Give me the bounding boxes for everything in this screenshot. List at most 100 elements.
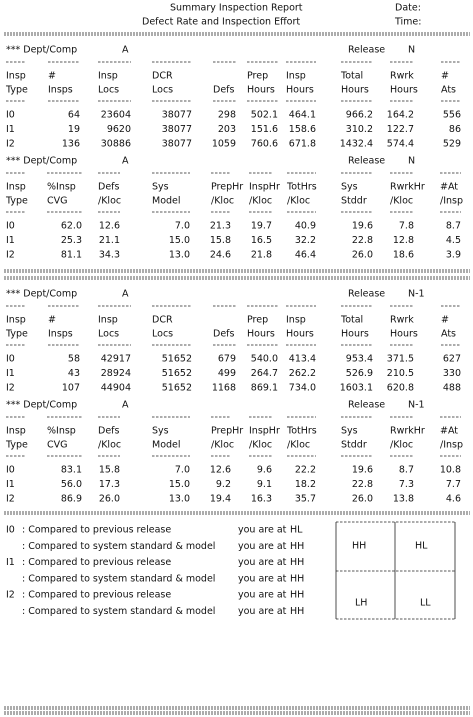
summary-status-label: you are at bbox=[238, 606, 287, 617]
column-header: Stddr bbox=[341, 440, 367, 451]
cell: 44904 bbox=[101, 383, 131, 394]
column-header: Prep bbox=[247, 315, 268, 326]
dept-label: *** Dept/Comp bbox=[6, 156, 77, 167]
column-header: /Kloc bbox=[287, 440, 310, 451]
summary-type: I2 bbox=[6, 590, 15, 601]
cell: 18.6 bbox=[393, 250, 414, 261]
summary-status: HH bbox=[290, 541, 304, 552]
cell: 122.7 bbox=[387, 124, 414, 135]
cell: 42917 bbox=[101, 354, 131, 365]
cell: 15.0 bbox=[169, 235, 190, 246]
column-header: Hours bbox=[390, 85, 418, 96]
column-header: # bbox=[441, 315, 449, 326]
cell: 136 bbox=[62, 139, 80, 150]
cell: 17.3 bbox=[99, 479, 120, 490]
cell: 7.0 bbox=[175, 465, 190, 476]
column-header: Defs bbox=[213, 85, 235, 96]
column-header: Hours bbox=[341, 85, 369, 96]
column-header: Sys bbox=[152, 182, 169, 193]
cell: 310.2 bbox=[346, 124, 373, 135]
dept-value: A bbox=[122, 156, 129, 167]
column-header: Type bbox=[5, 440, 28, 451]
column-header: Rwrk bbox=[390, 315, 414, 326]
cell: 9.2 bbox=[216, 479, 231, 490]
cell: 26.0 bbox=[99, 494, 120, 505]
column-header: /Kloc bbox=[249, 196, 272, 207]
cell: 19.4 bbox=[210, 494, 231, 505]
column-header: Insp bbox=[98, 71, 118, 82]
cell: 18.2 bbox=[295, 479, 316, 490]
quadrant-box bbox=[335, 521, 456, 620]
cell: 1059 bbox=[212, 139, 236, 150]
cell: 21.3 bbox=[210, 221, 231, 232]
column-header: Insp bbox=[98, 315, 118, 326]
summary-status-label: you are at bbox=[238, 557, 287, 568]
quadrant-label: HH bbox=[352, 541, 366, 552]
cell: 151.6 bbox=[251, 124, 278, 135]
quadrant-label: LL bbox=[420, 598, 431, 609]
cell: 38077 bbox=[162, 139, 192, 150]
summary-text: : Compared to system standard & model bbox=[22, 606, 215, 617]
row-type: I2 bbox=[6, 383, 15, 394]
time-label: Time: bbox=[394, 17, 421, 28]
column-header: Total bbox=[340, 315, 363, 326]
summary-status: HL bbox=[290, 525, 303, 536]
column-header: /Insp bbox=[440, 440, 463, 451]
cell: 21.1 bbox=[99, 235, 120, 246]
cell: 10.8 bbox=[440, 465, 461, 476]
cell: 13.8 bbox=[393, 494, 414, 505]
column-header: InspHr bbox=[249, 426, 280, 437]
cell: 22.2 bbox=[295, 465, 316, 476]
cell: 620.8 bbox=[387, 383, 414, 394]
dept-label: *** Dept/Comp bbox=[6, 289, 77, 300]
cell: 32.2 bbox=[295, 235, 316, 246]
cell: 9.1 bbox=[257, 479, 272, 490]
cell: 9.6 bbox=[257, 465, 272, 476]
cell: 23604 bbox=[101, 110, 131, 121]
column-header: /Insp bbox=[440, 196, 463, 207]
column-header: Sys bbox=[341, 426, 358, 437]
cell: 540.0 bbox=[251, 354, 278, 365]
dept-label: *** Dept/Comp bbox=[6, 45, 77, 56]
cell: 556 bbox=[443, 110, 461, 121]
column-header: Locs bbox=[98, 85, 119, 96]
summary-status: HH bbox=[290, 573, 304, 584]
column-header: /Kloc bbox=[390, 440, 413, 451]
cell: 16.5 bbox=[251, 235, 272, 246]
cell: 16.3 bbox=[251, 494, 272, 505]
column-header: Hours bbox=[286, 329, 314, 340]
cell: 26.0 bbox=[352, 494, 373, 505]
cell: 869.1 bbox=[251, 383, 278, 394]
column-header: RwrkHr bbox=[390, 182, 425, 193]
release-value: N-1 bbox=[408, 289, 425, 300]
cell: 488 bbox=[443, 383, 461, 394]
cell: 158.6 bbox=[289, 124, 316, 135]
cell: 15.0 bbox=[169, 479, 190, 490]
cell: 38077 bbox=[162, 110, 192, 121]
cell: 760.6 bbox=[251, 139, 278, 150]
cell: 264.7 bbox=[251, 368, 278, 379]
column-header: Type bbox=[5, 329, 28, 340]
cell: 1432.4 bbox=[340, 139, 373, 150]
row-type: I0 bbox=[6, 354, 15, 365]
column-header: /Kloc bbox=[211, 440, 234, 451]
summary-status-label: you are at bbox=[238, 541, 287, 552]
report-subtitle: Defect Rate and Inspection Effort bbox=[142, 17, 300, 28]
column-header: CVG bbox=[47, 196, 68, 207]
cell: 371.5 bbox=[387, 354, 414, 365]
cell: 13.0 bbox=[169, 494, 190, 505]
column-header: TotHrs bbox=[286, 182, 317, 193]
cell: 1603.1 bbox=[340, 383, 373, 394]
summary-text: : Compared to previous release bbox=[22, 525, 171, 536]
column-header: Model bbox=[152, 440, 181, 451]
cell: 12.6 bbox=[210, 465, 231, 476]
column-header: Sys bbox=[152, 426, 169, 437]
dept-value: A bbox=[122, 289, 129, 300]
cell: 7.7 bbox=[446, 479, 461, 490]
cell: 51652 bbox=[162, 354, 192, 365]
row-type: I2 bbox=[6, 139, 15, 150]
cell: 499 bbox=[218, 368, 236, 379]
cell: 4.6 bbox=[446, 494, 461, 505]
cell: 574.4 bbox=[387, 139, 414, 150]
summary-status: HH bbox=[290, 557, 304, 568]
